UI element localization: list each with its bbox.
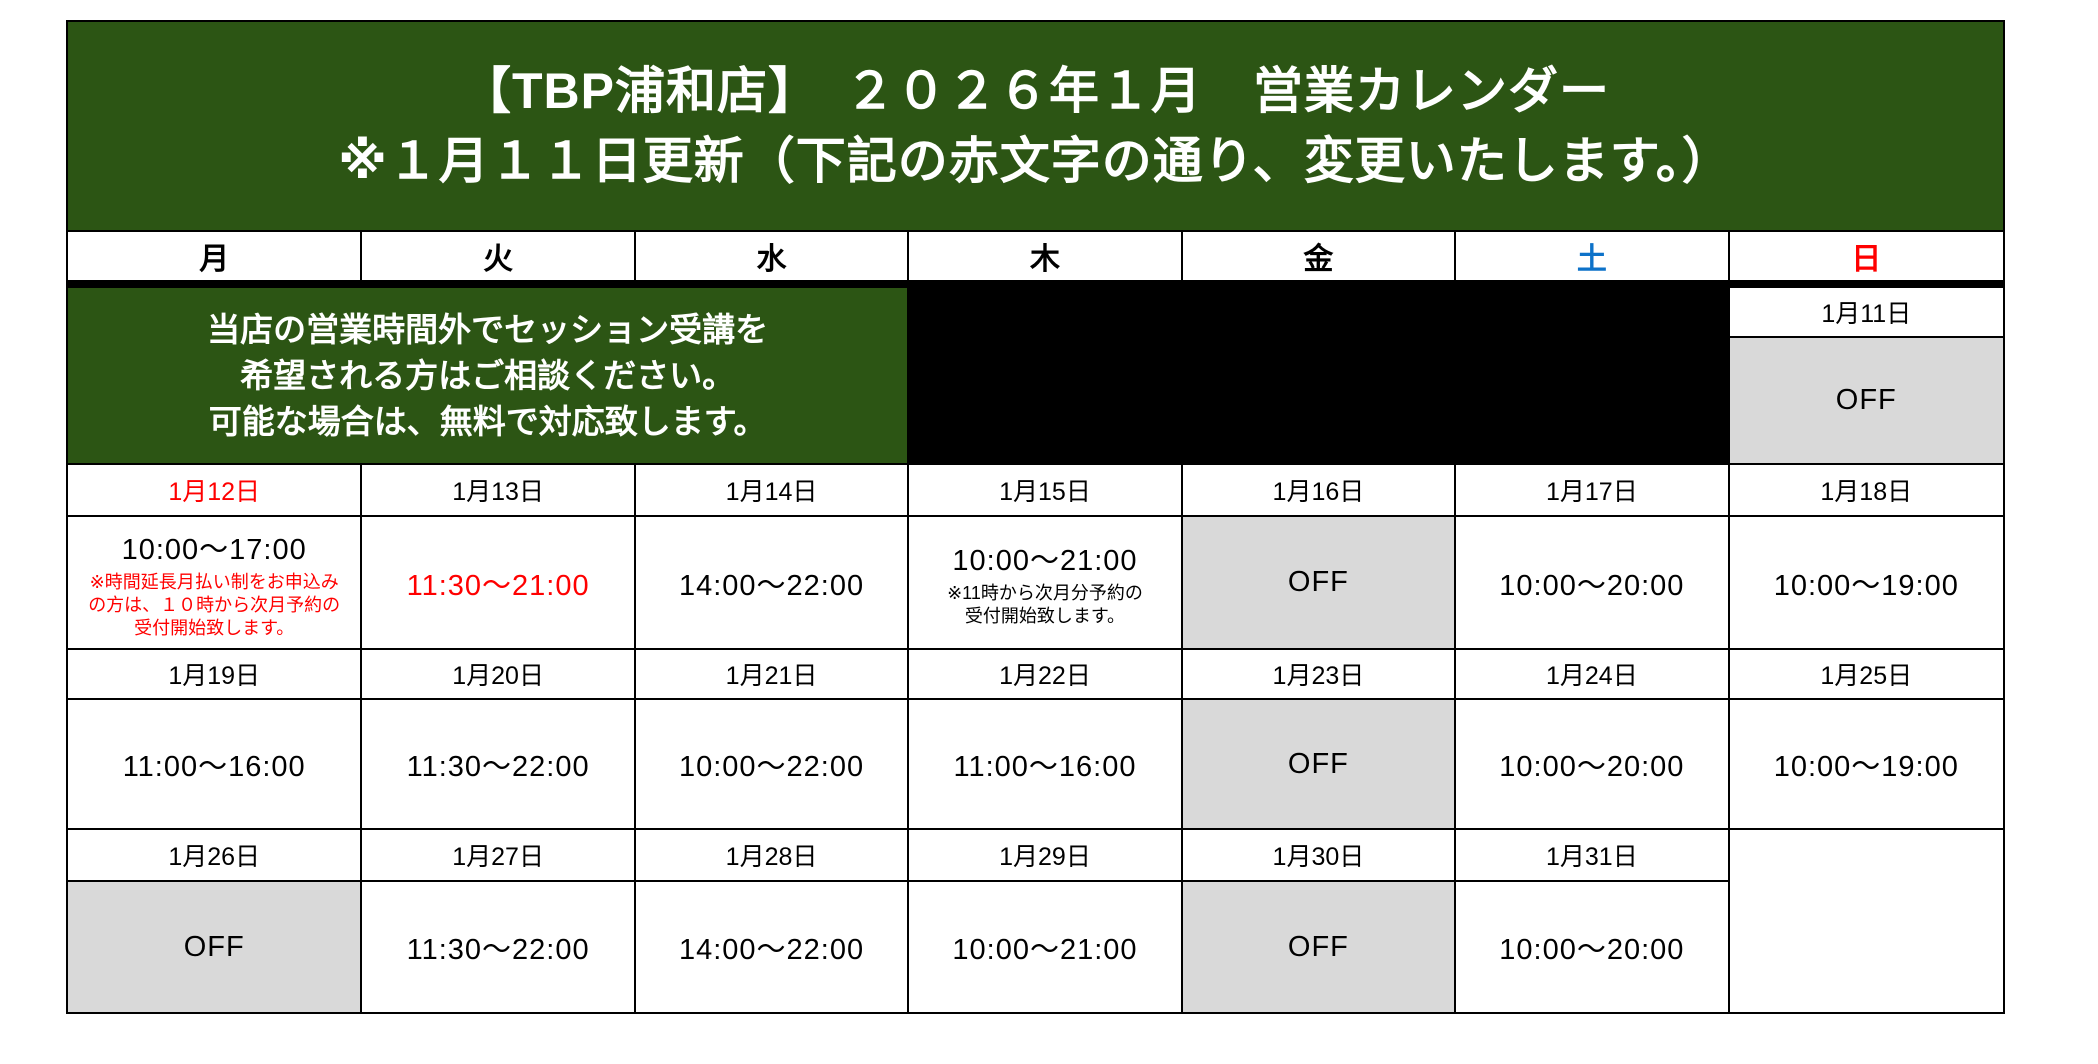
date-cell: 1月28日 <box>635 830 910 882</box>
opening-hours: 10:00～20:00 <box>1499 569 1685 602</box>
date-cell: 1月19日 <box>68 650 363 700</box>
date-cell: 1月26日 <box>68 830 363 882</box>
date-cell: 1月12日 <box>68 465 363 517</box>
weekday-header-3: 水 <box>635 232 910 288</box>
off-cell: OFF <box>1182 882 1457 1012</box>
date-cell: 1月24日 <box>1456 650 1730 700</box>
time-cell: 14:00～22:00 <box>636 882 910 1012</box>
weekday-header-4: 木 <box>909 232 1183 288</box>
weekday-header-2: 火 <box>362 232 636 288</box>
time-cell: 11:30～22:00 <box>362 882 636 1012</box>
time-cell: 11:00～16:00 <box>909 700 1183 830</box>
date-cell: 1月27日 <box>362 830 636 882</box>
date-cell: 1月21日 <box>635 650 910 700</box>
time-cell: 10:00～20:00 <box>1456 517 1730 650</box>
weekday-header-1: 月 <box>68 232 363 288</box>
opening-hours: 11:30～22:00 <box>406 751 590 783</box>
calendar-banner: 【TBP浦和店】 ２０２６年１月 営業カレンダー ※１月１１日更新（下記の赤文字… <box>68 22 2003 232</box>
date-cell: 1月23日 <box>1182 650 1457 700</box>
date-cell: 1月20日 <box>362 650 636 700</box>
opening-hours: 10:00～20:00 <box>1499 751 1685 783</box>
date-cell: 1月30日 <box>1182 830 1457 882</box>
date-cell: 1月17日 <box>1456 465 1730 517</box>
opening-hours: 14:00～22:00 <box>678 934 865 966</box>
empty-cell <box>1730 830 2003 1012</box>
time-cell: 10:00～22:00 <box>635 700 910 830</box>
date-cell: 1月16日 <box>1182 465 1457 517</box>
date-cell: 1月25日 <box>1729 650 2003 700</box>
time-cell: 14:00～22:00 <box>635 517 910 650</box>
time-note: ※11時から次月分予約の 受付開始致します。 <box>947 583 1143 626</box>
date-cell: 1月14日 <box>635 465 910 517</box>
time-cell: 10:00～20:00 <box>1456 882 1730 1012</box>
time-cell: 10:00～19:00 <box>1729 517 2003 650</box>
opening-hours: 11:30～21:00 <box>406 569 590 602</box>
date-cell: 1月18日 <box>1729 465 2003 517</box>
time-cell: 10:00～20:00 <box>1456 700 1730 830</box>
business-calendar: 【TBP浦和店】 ２０２６年１月 営業カレンダー ※１月１１日更新（下記の赤文字… <box>66 20 2005 1014</box>
after-hours-notice: 当店の営業時間外でセッション受講を 希望される方はご相談ください。 可能な場合は… <box>68 288 910 465</box>
weekday-header-5: 金 <box>1182 232 1457 288</box>
off-cell: OFF <box>68 882 363 1012</box>
opening-hours: 10:00～21:00 <box>952 934 1138 966</box>
opening-hours: 11:00～16:00 <box>953 751 1137 783</box>
banner-title: 【TBP浦和店】 ２０２６年１月 営業カレンダー <box>461 63 1610 119</box>
opening-hours: 10:00～20:00 <box>1499 934 1685 966</box>
opening-hours: 10:00～17:00 <box>121 533 307 566</box>
weekday-header-7: 日 <box>1729 232 2003 288</box>
opening-hours: 11:00～16:00 <box>122 751 306 783</box>
date-cell: 1月13日 <box>362 465 636 517</box>
opening-hours: 11:30～22:00 <box>406 934 590 966</box>
opening-hours: 10:00～22:00 <box>678 751 865 783</box>
time-cell: 10:00～21:00 <box>909 882 1183 1012</box>
time-note: ※時間延長月払い制をお申込み の方は、１０時から次月予約の 受付開始致します。 <box>88 571 341 638</box>
off-cell: OFF <box>1182 517 1457 650</box>
opening-hours: 10:00～19:00 <box>1773 751 1959 783</box>
off-cell-jan11: OFF <box>1729 338 2003 465</box>
weekday-header-6: 土 <box>1456 232 1730 288</box>
time-cell: 10:00～17:00 ※時間延長月払い制をお申込み の方は、１０時から次月予約の… <box>68 517 363 650</box>
time-cell: 10:00～19:00 <box>1729 700 2003 830</box>
opening-hours: 10:00～19:00 <box>1773 569 1959 602</box>
time-cell: 11:00～16:00 <box>68 700 363 830</box>
date-cell-jan11: 1月11日 <box>1729 288 2003 338</box>
date-cell: 1月22日 <box>909 650 1183 700</box>
time-cell: 11:30～22:00 <box>362 700 636 830</box>
off-cell: OFF <box>1182 700 1457 830</box>
calendar-grid: 月火水木金土日当店の営業時間外でセッション受講を 希望される方はご相談ください。… <box>68 232 2003 1012</box>
closed-block <box>909 288 1730 465</box>
date-cell: 1月31日 <box>1456 830 1730 882</box>
date-cell: 1月29日 <box>909 830 1183 882</box>
opening-hours: 10:00～21:00 <box>952 545 1138 577</box>
time-cell: 10:00～21:00 ※11時から次月分予約の 受付開始致します。 <box>909 517 1183 650</box>
banner-update-note: ※１月１１日更新（下記の赤文字の通り、変更いたします。） <box>338 133 1733 189</box>
date-cell: 1月15日 <box>909 465 1183 517</box>
opening-hours: 14:00～22:00 <box>678 569 865 602</box>
time-cell: 11:30～21:00 <box>362 517 636 650</box>
